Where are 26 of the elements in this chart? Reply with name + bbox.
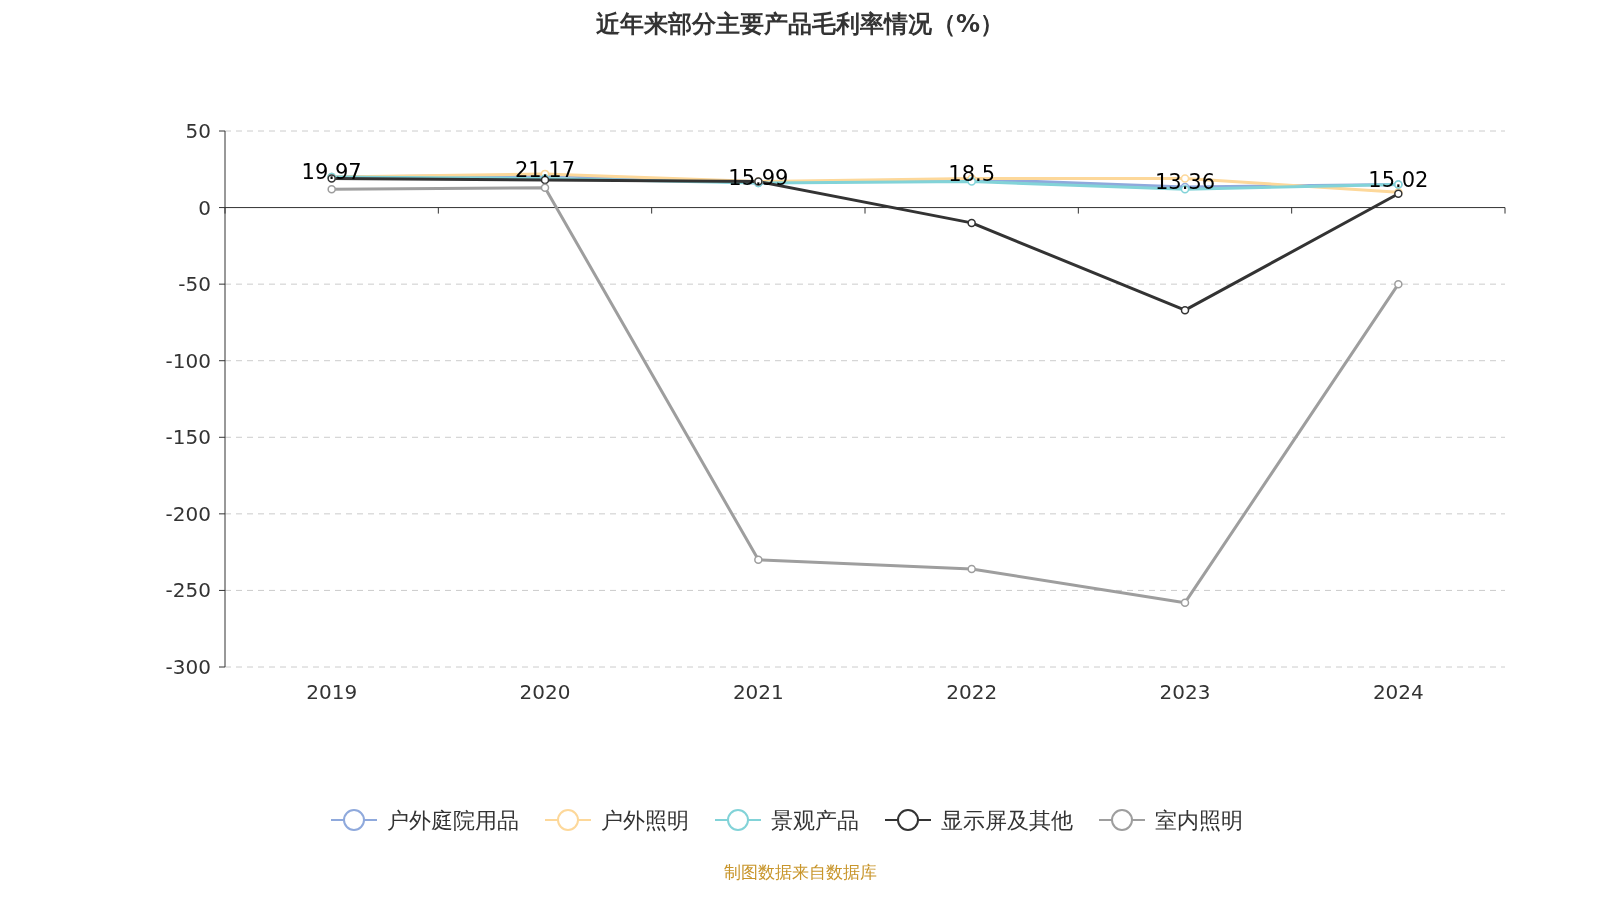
data-label: 19.97 xyxy=(301,159,362,184)
chart-title: 近年来部分主要产品毛利率情况（%） xyxy=(595,10,1005,38)
y-tick-label: 50 xyxy=(185,119,211,143)
x-tick-label: 2023 xyxy=(1159,680,1211,704)
x-tick-label: 2021 xyxy=(732,680,784,704)
x-tick-label: 2022 xyxy=(946,680,998,704)
x-tick-label: 2019 xyxy=(306,680,358,704)
y-tick-label: -300 xyxy=(165,655,211,679)
y-tick-label: -250 xyxy=(165,578,211,603)
x-tick-label: 2024 xyxy=(1372,680,1424,704)
legend-label: 户外庭院用品 xyxy=(387,808,519,833)
y-tick-label: 0 xyxy=(198,195,211,220)
legend-label: 室内照明 xyxy=(1155,808,1243,833)
legend-label: 显示屏及其他 xyxy=(941,808,1073,833)
y-tick-label: -100 xyxy=(165,348,211,373)
y-tick-label: -150 xyxy=(165,425,211,450)
data-label: 13.36 xyxy=(1154,170,1216,195)
text: 制图数据来自数据库 xyxy=(723,862,877,882)
legend-label: 景观产品 xyxy=(771,808,859,833)
y-tick-label: -50 xyxy=(178,272,211,297)
data-label: 18.5 xyxy=(948,162,996,187)
data-label: 21.17 xyxy=(514,158,576,183)
x-tick-label: 2020 xyxy=(519,680,571,704)
y-tick-label: -200 xyxy=(165,501,211,526)
legend-label: 户外照明 xyxy=(601,808,689,833)
data-label: 15.02 xyxy=(1368,167,1429,192)
